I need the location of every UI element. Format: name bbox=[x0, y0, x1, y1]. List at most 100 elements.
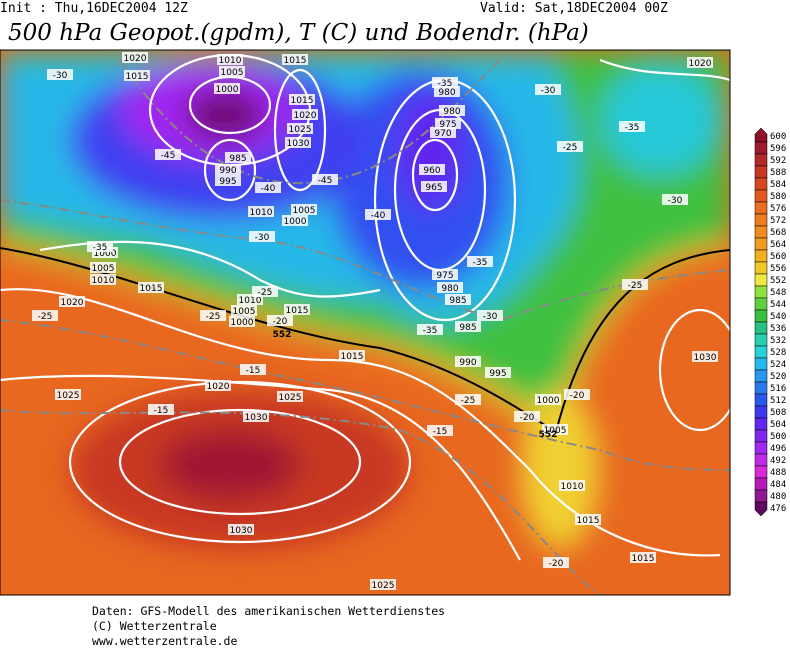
pressure-label-box bbox=[289, 94, 315, 105]
colorbar-label: 484 bbox=[770, 480, 786, 490]
pressure-label-box bbox=[122, 52, 148, 63]
temperature-label-box bbox=[619, 121, 645, 132]
pressure-label-box bbox=[421, 181, 447, 192]
pressure-label: 975 bbox=[439, 120, 456, 130]
temperature-label-box bbox=[535, 84, 561, 95]
pressure-label-box bbox=[370, 579, 396, 590]
pressure-label: 1015 bbox=[126, 72, 149, 82]
colorbar-label: 556 bbox=[770, 264, 786, 274]
temperature-label-box bbox=[312, 174, 338, 185]
cyan-blob bbox=[600, 65, 720, 175]
temperature-label-box bbox=[543, 557, 569, 568]
pressure-label-box bbox=[55, 389, 81, 400]
pressure-label-box bbox=[138, 282, 164, 293]
pressure-label: 1020 bbox=[294, 111, 317, 121]
pressure-label: 980 bbox=[443, 107, 460, 117]
temperature-label-box bbox=[622, 279, 648, 290]
pressure-label-box bbox=[225, 152, 251, 163]
temperature-label: -45 bbox=[318, 176, 333, 186]
pressure-label-box bbox=[228, 524, 254, 535]
height-label: 552 bbox=[273, 330, 292, 340]
colorbar-cell bbox=[754, 369, 768, 383]
pressure-label-box bbox=[243, 411, 269, 422]
colorbar-cell bbox=[754, 501, 768, 517]
pressure-label-box bbox=[339, 350, 365, 361]
temperature-label-box bbox=[32, 310, 58, 321]
colorbar-label: 532 bbox=[770, 336, 786, 346]
pressure-label-box bbox=[215, 164, 241, 175]
temperature-label: -40 bbox=[371, 211, 386, 221]
temperature-label: -25 bbox=[38, 312, 53, 322]
colorbar-label: 572 bbox=[770, 216, 786, 226]
colorbar-label: 548 bbox=[770, 288, 786, 298]
pressure-label-box bbox=[277, 391, 303, 402]
colorbar-label: 516 bbox=[770, 384, 786, 394]
height-label: 552 bbox=[539, 430, 558, 440]
colorbar-cell bbox=[754, 489, 768, 503]
colorbar-label: 492 bbox=[770, 456, 786, 466]
temperature-label: -30 bbox=[483, 312, 498, 322]
pressure-label-box bbox=[419, 164, 445, 175]
colorbar-cell bbox=[754, 477, 768, 491]
temperature-label-box bbox=[155, 149, 181, 160]
colorbar-cell bbox=[754, 213, 768, 227]
colorbar-cell bbox=[754, 465, 768, 479]
colorbar-cell bbox=[754, 321, 768, 335]
colorbar-cell bbox=[754, 381, 768, 395]
pressure-label: 1020 bbox=[61, 298, 84, 308]
temperature-label-box bbox=[432, 77, 458, 88]
temperature-label: -35 bbox=[625, 123, 640, 133]
temperature-label-box bbox=[240, 364, 266, 375]
temperature-label: -35 bbox=[93, 243, 108, 253]
pressure-label: 1015 bbox=[286, 306, 309, 316]
pressure-label-box bbox=[445, 294, 471, 305]
pressure-label: 985 bbox=[449, 296, 466, 306]
colorbar-label: 488 bbox=[770, 468, 786, 478]
pressure-label: 1020 bbox=[689, 59, 712, 69]
pressure-label: 1005 bbox=[293, 206, 316, 216]
colorbar-label: 536 bbox=[770, 324, 786, 334]
temperature-label: -15 bbox=[154, 406, 169, 416]
pressure-label-box bbox=[542, 424, 568, 435]
pressure-label: 1000 bbox=[284, 217, 307, 227]
colorbar-label: 512 bbox=[770, 396, 786, 406]
pressure-label-box bbox=[630, 552, 656, 563]
dark-red-core bbox=[160, 430, 300, 500]
temperature-label-box bbox=[365, 209, 391, 220]
pressure-label: 1000 bbox=[216, 85, 239, 95]
colorbar-label: 580 bbox=[770, 192, 786, 202]
colorbar-cell bbox=[754, 141, 768, 155]
colorbar-label: 508 bbox=[770, 408, 786, 418]
pressure-label-box bbox=[59, 296, 85, 307]
footer: Daten: GFS-Modell des amerikanischen Wet… bbox=[92, 604, 445, 648]
temperature-label: -25 bbox=[258, 288, 273, 298]
temperature-label-box bbox=[249, 231, 275, 242]
colorbar-cell bbox=[754, 261, 768, 275]
pressure-label-box bbox=[455, 356, 481, 367]
pressure-label: 995 bbox=[219, 177, 236, 187]
pressure-label-box bbox=[248, 206, 274, 217]
pressure-label: 1015 bbox=[632, 554, 655, 564]
pressure-label-box bbox=[215, 175, 241, 186]
colorbar-cell bbox=[754, 333, 768, 347]
temperature-label: -20 bbox=[520, 413, 535, 423]
colorbar-label: 480 bbox=[770, 492, 786, 502]
pressure-label: 985 bbox=[229, 154, 246, 164]
colorbar-label: 540 bbox=[770, 312, 786, 322]
colorbar-cell bbox=[754, 297, 768, 311]
colorbar-cell bbox=[754, 309, 768, 323]
colorbar-label: 528 bbox=[770, 348, 786, 358]
pressure-label: 980 bbox=[438, 88, 455, 98]
pressure-label: 1015 bbox=[140, 284, 163, 294]
temperature-label-box bbox=[467, 256, 493, 267]
pressure-label-box bbox=[124, 70, 150, 81]
pressure-label: 1015 bbox=[341, 352, 364, 362]
pressure-label: 1005 bbox=[544, 426, 567, 436]
contour-labels: 1020101510101005100010151015102010251030… bbox=[32, 52, 718, 591]
footer-line: (C) Wetterzentrale bbox=[92, 619, 217, 633]
colorbar-label: 520 bbox=[770, 372, 786, 382]
temperature-label-box bbox=[477, 310, 503, 321]
colorbar-label: 596 bbox=[770, 144, 786, 154]
pressure-label-box bbox=[282, 54, 308, 65]
